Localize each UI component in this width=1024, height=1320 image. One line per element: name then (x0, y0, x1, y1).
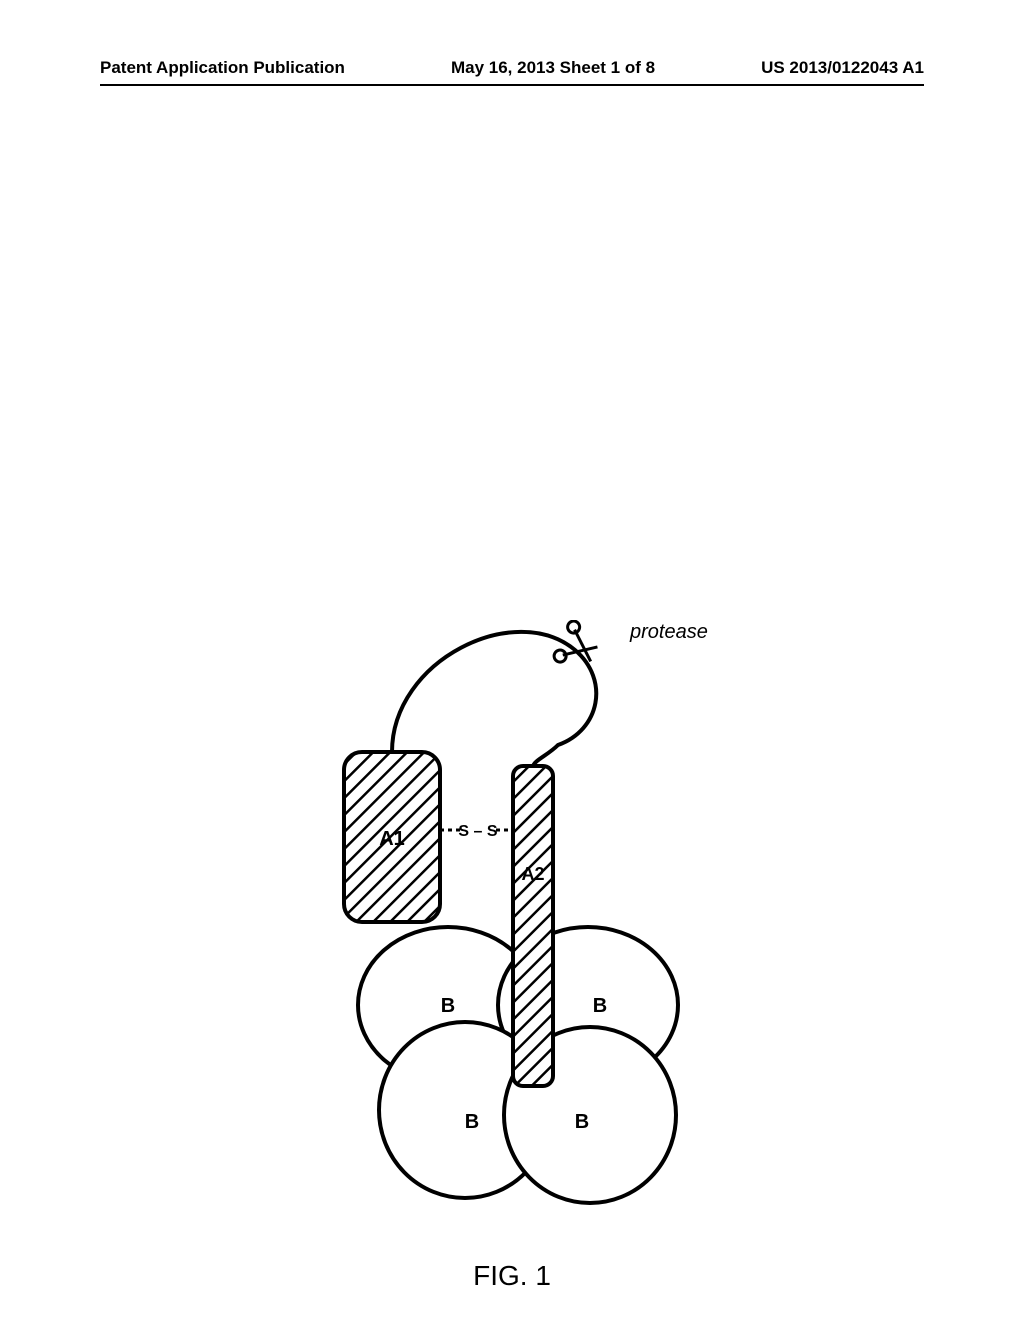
page-header: Patent Application Publication May 16, 2… (100, 58, 924, 78)
ss-label: S – S (458, 823, 497, 840)
b-label-back-right: B (593, 995, 607, 1017)
b-label-back-left: B (441, 995, 455, 1017)
header-date-sheet: May 16, 2013 Sheet 1 of 8 (451, 58, 655, 78)
header-patent-number: US 2013/0122043 A1 (761, 58, 924, 78)
figure-svg: A1 S – S A2 protease B B B B (300, 620, 740, 1220)
figure-caption: FIG. 1 (0, 1260, 1024, 1292)
b-label-front-left: B (465, 1111, 479, 1133)
protease-label: protease (629, 621, 708, 643)
header-publication-type: Patent Application Publication (100, 58, 345, 78)
b-label-front-right: B (575, 1111, 589, 1133)
patent-page: Patent Application Publication May 16, 2… (0, 0, 1024, 1320)
header-rule (100, 84, 924, 86)
figure-1: A1 S – S A2 protease B B B B FIG. 1 (0, 300, 1024, 1320)
scissors-icon (552, 620, 603, 674)
a2-label: A2 (521, 864, 544, 884)
a1-label: A1 (379, 828, 405, 850)
a2-fragment (513, 766, 553, 1086)
